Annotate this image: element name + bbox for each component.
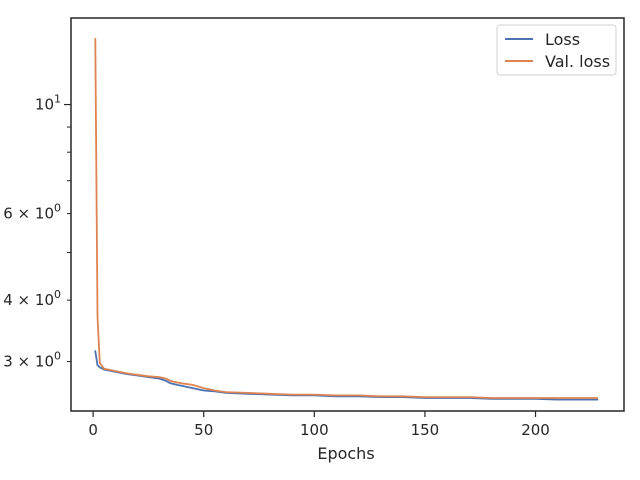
legend: Loss Val. loss [496,24,617,76]
y-tick-label-prefix: 3 × [3,353,35,371]
plot-background [71,18,624,411]
y-tick-label-base: 10 [35,96,54,114]
y-tick-label: 3 × 100 [3,350,61,371]
x-tick-label: 100 [300,421,329,439]
y-tick-label-base: 10 [35,353,54,371]
y-tick-label: 6 × 100 [3,202,61,223]
legend-frame [496,24,617,76]
y-tick-label-exponent: 0 [54,202,61,215]
plot-frame [70,17,625,412]
y-tick-label: 4 × 100 [3,288,61,309]
y-tick-label-prefix: 6 × [3,205,35,223]
x-tick-label: 50 [194,421,213,439]
y-tick-label-exponent: 1 [54,93,61,106]
y-tick-label-base: 10 [35,205,54,223]
series-line-val-loss [94,38,599,399]
series [94,38,599,401]
x-axis-label: Epochs [317,444,374,463]
y-tick-label-prefix: 4 × [3,291,35,309]
y-tick-label: 101 [35,93,61,114]
x-tick-label: 200 [521,421,550,439]
legend-label: Val. loss [545,52,610,71]
y-tick-label-exponent: 0 [54,350,61,363]
x-tick-label: 150 [411,421,440,439]
legend-label: Loss [545,30,580,49]
x-tick-label: 0 [88,421,98,439]
y-tick-label-base: 10 [35,291,54,309]
y-tick-label-exponent: 0 [54,288,61,301]
